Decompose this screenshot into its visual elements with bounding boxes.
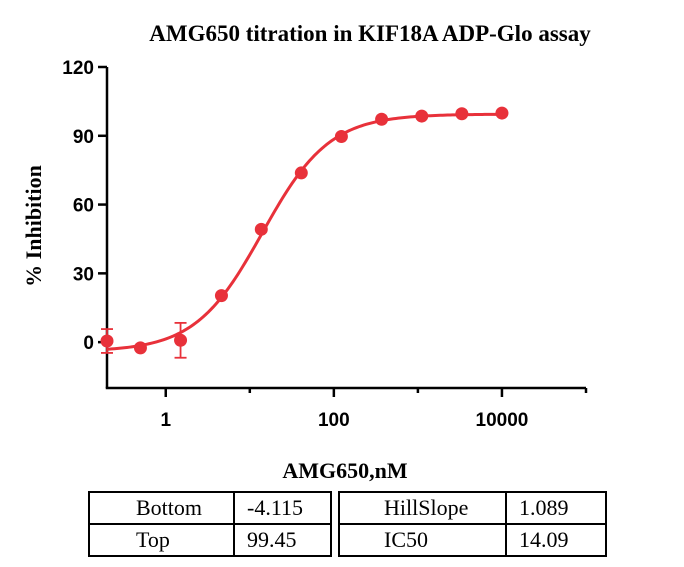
param-value-ic50: 14.09: [505, 523, 607, 557]
x-axis-ticks: 1 100 10000: [160, 388, 588, 431]
x-tick-label: 100: [318, 410, 350, 431]
chart-title: AMG650 titration in KIF18A ADP-Glo assay: [149, 21, 591, 46]
y-tick-label: 30: [73, 264, 94, 285]
data-point: [133, 341, 147, 355]
y-axis-ticks: 0 30 60 90 120: [62, 58, 107, 354]
param-name-ic50: IC50: [338, 523, 507, 557]
data-point: [254, 222, 268, 236]
chart: AMG650 titration in KIF18A ADP-Glo assay…: [21, 21, 591, 483]
y-tick-label: 90: [73, 127, 94, 148]
table-divider: [330, 492, 340, 524]
fit-parameters-table: Bottom -4.115 HillSlope 1.089 Top 99.45 …: [88, 491, 607, 557]
data-point: [455, 107, 469, 121]
table-row: Bottom -4.115 HillSlope 1.089: [88, 491, 607, 525]
y-axis-title: % Inhibition: [21, 165, 46, 287]
table-divider: [330, 524, 340, 556]
table-row: Top 99.45 IC50 14.09: [88, 523, 607, 557]
data-point: [415, 109, 429, 123]
data-point: [214, 289, 228, 303]
data-point: [100, 334, 114, 348]
param-name-hillslope: HillSlope: [338, 491, 507, 525]
data-point: [495, 106, 509, 120]
param-value-hillslope: 1.089: [505, 491, 607, 525]
x-tick-label: 1: [160, 410, 171, 431]
data-points: [100, 106, 509, 355]
param-name-top: Top: [88, 523, 235, 557]
fit-curve: [106, 112, 502, 351]
y-tick-label: 120: [62, 58, 94, 79]
param-value-bottom: -4.115: [233, 491, 332, 525]
data-point: [174, 333, 188, 347]
data-point: [375, 112, 389, 126]
y-tick-label: 60: [73, 196, 94, 217]
x-axis-title: AMG650,nM: [282, 458, 408, 483]
y-tick-label: 0: [83, 333, 94, 354]
x-tick-label: 10000: [476, 410, 529, 431]
param-name-bottom: Bottom: [88, 491, 235, 525]
param-value-top: 99.45: [233, 523, 332, 557]
data-point: [334, 129, 348, 143]
data-point: [294, 166, 308, 180]
